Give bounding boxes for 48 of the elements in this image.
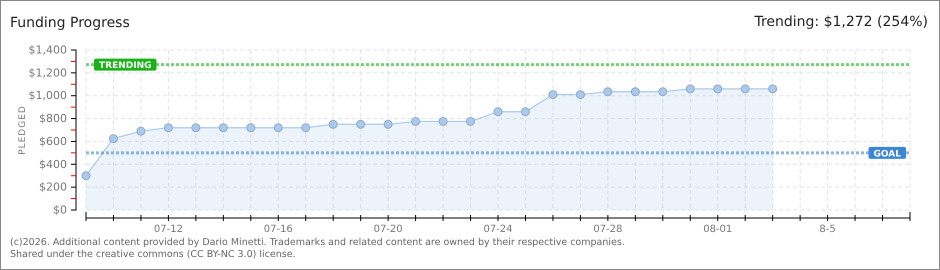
point [164, 123, 173, 132]
point [658, 87, 668, 96]
x-tick-label: 07-16 [264, 224, 293, 235]
point [686, 84, 695, 94]
x-tick-label: 07-24 [483, 224, 513, 235]
point [356, 120, 366, 129]
y-tick-label: $600 [39, 134, 67, 148]
point [108, 134, 118, 144]
point [301, 123, 310, 132]
x-tick-label: 07-20 [374, 224, 403, 235]
y-tick-label: $0 [53, 204, 67, 217]
point [494, 107, 502, 116]
x-tick-label: 07-28 [593, 224, 622, 235]
point [466, 116, 476, 126]
point [136, 126, 146, 136]
x-tick-label: 8-5 [819, 224, 836, 235]
text: (c)2026. Additional content provided by Dario Minetti. Trademarks and related content are owned by their respective companies. [10, 237, 625, 248]
point [768, 84, 778, 94]
point [82, 171, 90, 180]
point [603, 87, 612, 96]
y-tick-label: $800 [39, 112, 67, 126]
point [548, 90, 558, 100]
point [630, 87, 640, 96]
point [246, 123, 256, 132]
y-tick-label: $1,400 [28, 44, 67, 57]
text: Trending: $1,272 (254%) [753, 14, 928, 30]
chart-title: Funding Progress [10, 15, 130, 31]
y-tick-label: $1,200 [28, 66, 67, 80]
x-tick-label: 08-01 [703, 224, 732, 235]
point [328, 120, 338, 129]
point [713, 84, 722, 94]
point [740, 84, 750, 94]
y-axis-title: PLEDGED [18, 105, 28, 155]
point [218, 123, 228, 132]
point [576, 90, 585, 100]
point [191, 123, 200, 132]
text: Shared under the creative commons (CC BY-NC 3.0) license. [10, 249, 296, 260]
y-tick-label: $400 [39, 158, 67, 171]
x-tick-label: 07-12 [154, 224, 183, 235]
point [438, 116, 448, 126]
point [411, 116, 420, 126]
y-tick-label: $200 [39, 180, 67, 194]
y-tick-label: $1,000 [28, 89, 67, 102]
ref-line-label: GOAL [874, 149, 902, 160]
ref-line-label: TRENDING [99, 61, 152, 72]
point [520, 107, 530, 116]
point [384, 120, 393, 129]
point [274, 123, 283, 132]
